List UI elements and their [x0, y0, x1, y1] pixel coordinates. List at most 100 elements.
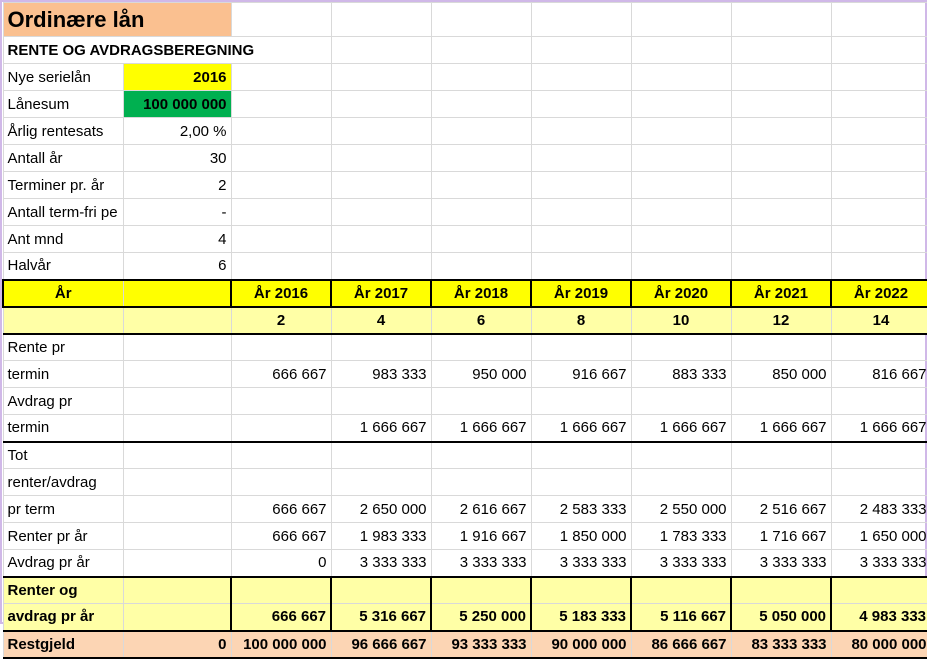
label-halvar: Halvår	[3, 253, 123, 280]
header-term-1: 4	[331, 307, 431, 334]
row-termfri: Antall term-fri pe -	[3, 199, 927, 226]
renter-ar-0: 666 667	[231, 523, 331, 550]
tot-term-3: 2 583 333	[531, 496, 631, 523]
label-tot-1: Tot	[3, 442, 123, 469]
tot-term-0: 666 667	[231, 496, 331, 523]
rente-termin-3: 916 667	[531, 361, 631, 388]
avdrag-ar-0: 0	[231, 550, 331, 577]
label-lanesum: Lånesum	[3, 91, 123, 118]
label-tot-2: renter/avdrag	[3, 469, 123, 496]
header-term-0: 2	[231, 307, 331, 334]
row-antall-ar: Antall år 30	[3, 145, 927, 172]
row-lanesum: Lånesum 100 000 000	[3, 91, 927, 118]
label-avdrag-termin-2: termin	[3, 415, 123, 442]
row-rente-termin-1: Rente pr	[3, 334, 927, 361]
rente-termin-1: 983 333	[331, 361, 431, 388]
row-antmnd: Ant mnd 4	[3, 226, 927, 253]
label-renter-og-2: avdrag pr år	[3, 604, 123, 631]
value-antall-ar[interactable]: 30	[123, 145, 231, 172]
label-rente-termin-1: Rente pr	[3, 334, 123, 361]
avdrag-ar-6: 3 333 333	[831, 550, 927, 577]
header-year-4: År 2020	[631, 280, 731, 307]
value-rentesats[interactable]: 2,00 %	[123, 118, 231, 145]
label-rentesats: Årlig rentesats	[3, 118, 123, 145]
row-avdrag-termin-1: Avdrag pr	[3, 388, 927, 415]
row-halvar: Halvår 6	[3, 253, 927, 280]
spreadsheet[interactable]: Ordinære lån RENTE OG AVDRAGSBEREGNING N…	[2, 2, 927, 659]
row-tot-3: pr term 666 667 2 650 000 2 616 667 2 58…	[3, 496, 927, 523]
label-antmnd: Ant mnd	[3, 226, 123, 253]
renter-ar-6: 1 650 000	[831, 523, 927, 550]
row-rente-termin-2: termin 666 667 983 333 950 000 916 667 8…	[3, 361, 927, 388]
avdrag-ar-5: 3 333 333	[731, 550, 831, 577]
rente-termin-2: 950 000	[431, 361, 531, 388]
subtitle: RENTE OG AVDRAGSBEREGNING	[3, 37, 331, 64]
row-rentesats: Årlig rentesats 2,00 %	[3, 118, 927, 145]
value-antmnd[interactable]: 4	[123, 226, 231, 253]
avdrag-termin-6: 1 666 667	[831, 415, 927, 442]
row-avdrag-termin-2: termin 1 666 667 1 666 667 1 666 667 1 6…	[3, 415, 927, 442]
row-renter-ar: Renter pr år 666 667 1 983 333 1 916 667…	[3, 523, 927, 550]
row-header-terms: 2 4 6 8 10 12 14	[3, 307, 927, 334]
restgjeld-6: 80 000 000	[831, 631, 927, 658]
rente-termin-5: 850 000	[731, 361, 831, 388]
tot-term-4: 2 550 000	[631, 496, 731, 523]
value-lanesum[interactable]: 100 000 000	[123, 91, 231, 118]
header-year-6: År 2022	[831, 280, 927, 307]
restgjeld-0: 100 000 000	[231, 631, 331, 658]
avdrag-termin-0	[231, 415, 331, 442]
header-year-2: År 2018	[431, 280, 531, 307]
tot-term-5: 2 516 667	[731, 496, 831, 523]
label-restgjeld: Restgjeld	[3, 631, 123, 658]
label-termfri: Antall term-fri pe	[3, 199, 123, 226]
header-year-3: År 2019	[531, 280, 631, 307]
header-term-2: 6	[431, 307, 531, 334]
renter-og-5: 5 050 000	[731, 604, 831, 631]
restgjeld-5: 83 333 333	[731, 631, 831, 658]
value-termfri[interactable]: -	[123, 199, 231, 226]
row-header-years: År År 2016 År 2017 År 2018 År 2019 År 20…	[3, 280, 927, 307]
row-nye: Nye serielån 2016	[3, 64, 927, 91]
rente-termin-6: 816 667	[831, 361, 927, 388]
restgjeld-2: 93 333 333	[431, 631, 531, 658]
avdrag-ar-4: 3 333 333	[631, 550, 731, 577]
renter-ar-1: 1 983 333	[331, 523, 431, 550]
header-year-1: År 2017	[331, 280, 431, 307]
renter-og-0: 666 667	[231, 604, 331, 631]
row-tot-2: renter/avdrag	[3, 469, 927, 496]
avdrag-termin-1: 1 666 667	[331, 415, 431, 442]
avdrag-termin-4: 1 666 667	[631, 415, 731, 442]
avdrag-ar-1: 3 333 333	[331, 550, 431, 577]
label-terminer: Terminer pr. år	[3, 172, 123, 199]
value-halvar[interactable]: 6	[123, 253, 231, 280]
rente-termin-0: 666 667	[231, 361, 331, 388]
renter-og-6: 4 983 333	[831, 604, 927, 631]
label-avdrag-termin-1: Avdrag pr	[3, 388, 123, 415]
row-restgjeld: Restgjeld 0 100 000 000 96 666 667 93 33…	[3, 631, 927, 658]
tot-term-2: 2 616 667	[431, 496, 531, 523]
row-title: Ordinære lån	[3, 3, 927, 37]
avdrag-ar-2: 3 333 333	[431, 550, 531, 577]
label-antall-ar: Antall år	[3, 145, 123, 172]
row-renter-og-1: Renter og	[3, 577, 927, 604]
label-renter-ar: Renter pr år	[3, 523, 123, 550]
label-nye-serielan: Nye serielån	[3, 64, 123, 91]
avdrag-termin-2: 1 666 667	[431, 415, 531, 442]
row-renter-og-2: avdrag pr år 666 667 5 316 667 5 250 000…	[3, 604, 927, 631]
header-ar: År	[3, 280, 123, 307]
label-tot-3: pr term	[3, 496, 123, 523]
value-terminer[interactable]: 2	[123, 172, 231, 199]
row-terminer: Terminer pr. år 2	[3, 172, 927, 199]
avdrag-termin-3: 1 666 667	[531, 415, 631, 442]
tot-term-6: 2 483 333	[831, 496, 927, 523]
header-term-6: 14	[831, 307, 927, 334]
label-renter-og-1: Renter og	[3, 577, 123, 604]
value-nye-serielan[interactable]: 2016	[123, 64, 231, 91]
restgjeld-3: 90 000 000	[531, 631, 631, 658]
header-term-4: 10	[631, 307, 731, 334]
renter-ar-5: 1 716 667	[731, 523, 831, 550]
renter-og-4: 5 116 667	[631, 604, 731, 631]
renter-ar-4: 1 783 333	[631, 523, 731, 550]
header-term-5: 12	[731, 307, 831, 334]
header-year-0: År 2016	[231, 280, 331, 307]
